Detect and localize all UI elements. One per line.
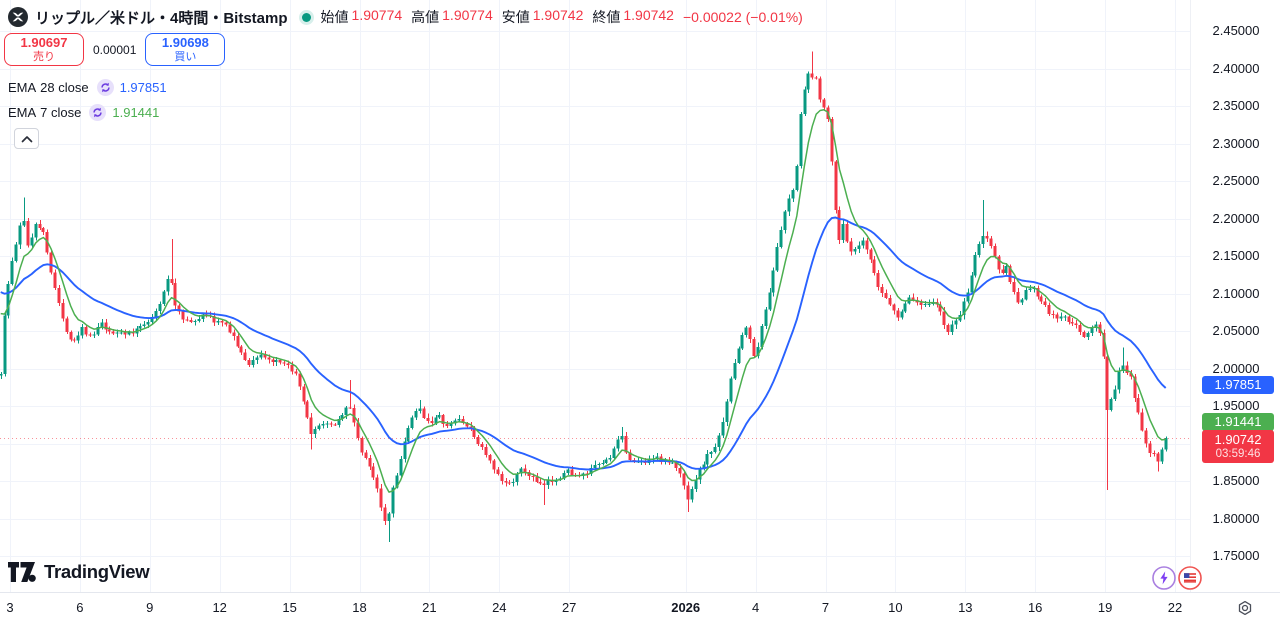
price-tick-label: 2.15000 [1212, 248, 1260, 263]
indicator-name: EMA [8, 104, 37, 120]
high-label: 高値 [411, 9, 440, 25]
price-tick-label: 2.30000 [1212, 135, 1260, 151]
candlestick-chart[interactable] [0, 0, 1190, 592]
time-tick-label: 27 [561, 600, 577, 615]
time-tick-label: 21 [422, 600, 437, 615]
tradingview-logo-text: TradingView [44, 561, 150, 582]
price-axis[interactable]: 1.97851 1.91441 1.90742 03:59:46 2.45000… [1190, 0, 1280, 592]
market-status-dot[interactable] [301, 12, 311, 22]
ema-7-line [0, 109, 1166, 493]
sell-label: 売り [33, 50, 55, 63]
time-tick-label: 13 [958, 600, 973, 615]
lightning-button[interactable] [1152, 566, 1176, 590]
refresh-icon[interactable] [96, 78, 114, 96]
indicator-params: 7 close [40, 104, 82, 120]
price-tick-label: 2.00000 [1212, 360, 1260, 376]
time-axis[interactable]: 3 6 9 12 15 18 21 24 27 2026 4 7 10 13 16 19 22 [0, 592, 1280, 623]
lightning-icon [1152, 566, 1176, 590]
sell-price: 1.90697 [20, 34, 68, 50]
ema-28-price-chip: 1.97851 [1202, 376, 1274, 394]
time-tick-label: 24 [492, 600, 507, 615]
time-tick-label: 16 [1027, 600, 1043, 615]
price-tick-label: 2.10000 [1212, 285, 1260, 301]
chevron-up-icon [21, 135, 32, 142]
price-tick-label: 2.45000 [1212, 23, 1260, 38]
indicator-ema-7[interactable]: EMA 7 close 1.91441 [8, 103, 159, 121]
price-tick-label: 1.80000 [1212, 510, 1260, 526]
collapse-indicators-button[interactable] [14, 128, 39, 149]
time-tick-label: 10 [888, 600, 903, 615]
close-value: 1.90742 [623, 7, 674, 23]
indicator-name: EMA [8, 79, 37, 95]
last-price-chip: 1.90742 03:59:46 [1202, 430, 1274, 463]
tradingview-mark-icon [8, 562, 36, 582]
open-value: 1.90774 [351, 7, 403, 23]
time-tick-label: 12 [212, 600, 227, 615]
price-tick-label: 2.40000 [1212, 60, 1260, 76]
price-tick-label: 1.85000 [1212, 473, 1260, 488]
time-tick-label: 19 [1097, 600, 1113, 615]
buy-label: 買い [174, 50, 197, 63]
low-value: 1.90742 [532, 7, 584, 23]
tradingview-logo[interactable]: TradingView [8, 561, 150, 583]
open-label: 始値 [320, 9, 349, 25]
sell-button[interactable]: 1.90697 売り [4, 33, 84, 66]
buy-price: 1.90698 [161, 34, 209, 50]
spread-value: 0.00001 [84, 39, 146, 60]
time-tick-label: 7 [821, 600, 830, 615]
xrp-logo-icon[interactable] [8, 7, 28, 27]
time-tick-label: 9 [146, 600, 154, 615]
indicator-params: 28 close [40, 79, 89, 95]
chart-legend-pane: リップル／米ドル・4時間・Bitstamp 始値 1.90774 高値 1.9077… [8, 6, 803, 28]
time-tick-label: 3 [6, 600, 14, 615]
close-label: 終値 [592, 9, 621, 25]
high-value: 1.90774 [442, 7, 493, 23]
symbol-title[interactable]: リップル／米ドル・4時間・Bitstamp [35, 9, 288, 27]
candles [0, 51, 1168, 542]
refresh-icon[interactable] [89, 103, 107, 121]
time-tick-label: 4 [751, 600, 760, 615]
time-tick-label: 18 [352, 600, 367, 615]
price-tick-label: 2.20000 [1212, 210, 1260, 226]
grid [0, 0, 1190, 592]
price-tick-label: 2.25000 [1212, 173, 1260, 188]
trade-panel: 1.90697 売り 0.00001 1.90698 買い [4, 33, 226, 66]
ema-7-value: 1.91441 [112, 104, 160, 120]
price-tick-label: 1.75000 [1212, 548, 1260, 563]
us-flag-icon [1178, 566, 1202, 590]
axis-settings-gear-icon[interactable] [1235, 598, 1255, 618]
time-tick-label: 6 [76, 600, 84, 615]
ema-7-price-chip: 1.91441 [1202, 413, 1274, 431]
change-value: −0.00022 (−0.01%) [682, 9, 803, 25]
flag-button[interactable] [1178, 566, 1202, 590]
chart-float-buttons [1152, 566, 1202, 590]
low-label: 安値 [501, 9, 530, 25]
price-tick-label: 2.05000 [1212, 323, 1260, 338]
ohlc-values: 始値 1.90774 高値 1.90774 安値 1.90742 終値 1.90742 … [321, 7, 803, 27]
price-tick-label: 1.95000 [1212, 398, 1260, 413]
last-price-value: 1.90742 [1214, 432, 1262, 447]
time-tick-label: 22 [1167, 600, 1183, 615]
ema-28-value: 1.97851 [119, 79, 167, 95]
buy-button[interactable]: 1.90698 買い [145, 33, 226, 66]
price-tick-label: 2.35000 [1212, 98, 1260, 113]
indicator-ema-28[interactable]: EMA 28 close 1.97851 [8, 78, 167, 96]
ema-28-line [0, 216, 1167, 471]
bar-countdown: 03:59:46 [1215, 448, 1261, 460]
time-tick-label: 15 [282, 600, 297, 615]
time-tick-label: 2026 [671, 600, 701, 615]
